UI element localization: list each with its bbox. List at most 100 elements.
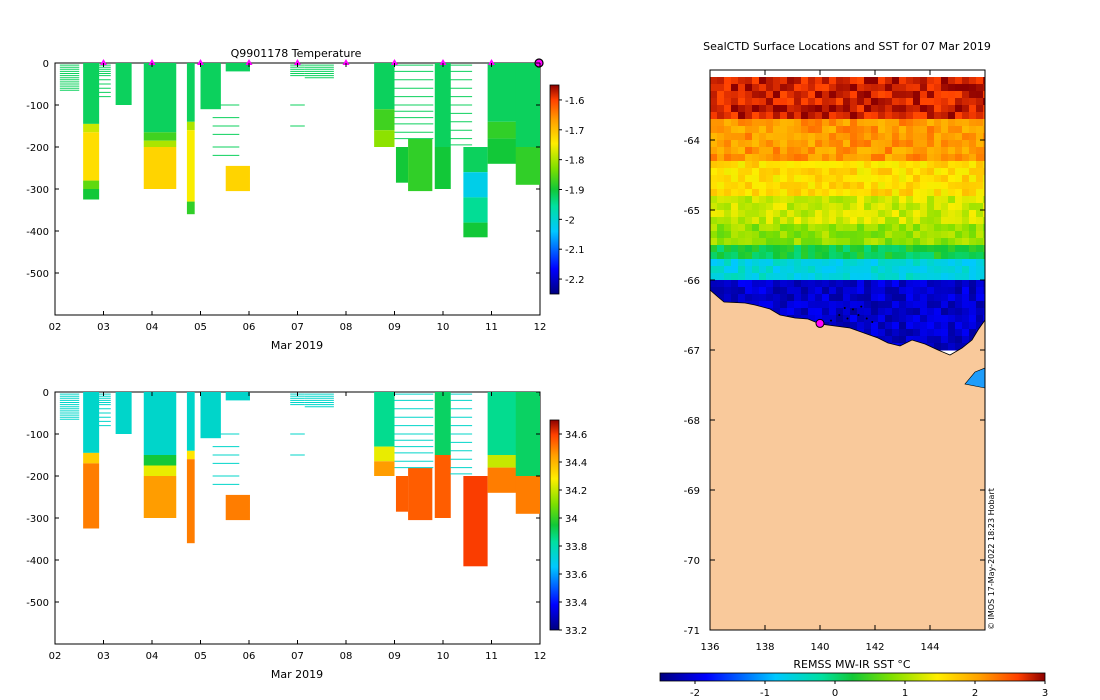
sst-cell — [794, 91, 802, 99]
sst-cell — [864, 112, 872, 120]
sst-cell — [878, 126, 886, 134]
sst-cell — [717, 189, 725, 197]
sst-cell — [710, 196, 718, 204]
sst-cell — [787, 231, 795, 239]
sst-cell — [948, 238, 956, 246]
sst-cell — [871, 301, 879, 309]
sst-cell — [948, 245, 956, 253]
sst-cell — [941, 294, 949, 302]
sst-cell — [752, 175, 760, 183]
sst-cell — [871, 119, 879, 127]
sst-cell — [948, 126, 956, 134]
sst-cell — [780, 217, 788, 225]
sst-cell — [822, 84, 830, 92]
track-dot — [846, 317, 849, 320]
sst-cell — [941, 287, 949, 295]
sst-cell — [948, 77, 956, 85]
sst-cell — [941, 259, 949, 267]
sst-cell — [948, 266, 956, 274]
sst-cell — [871, 98, 879, 106]
track-dot — [843, 307, 846, 309]
sst-cell — [857, 196, 865, 204]
x-tick-label: 11 — [485, 651, 498, 662]
sst-cell — [906, 308, 914, 316]
sst-cell — [976, 231, 984, 239]
sst-cell — [794, 168, 802, 176]
sst-cell — [927, 315, 935, 323]
sst-cell — [878, 168, 886, 176]
sst-cell — [934, 168, 942, 176]
sst-cell — [850, 245, 858, 253]
sst-cell — [815, 133, 823, 141]
sst-cell — [787, 280, 795, 288]
sst-cell — [941, 77, 949, 85]
sst-cell — [885, 266, 893, 274]
sst-cell — [843, 308, 851, 316]
sst-cell — [962, 175, 970, 183]
sst-cell — [787, 154, 795, 162]
sst-cell — [759, 210, 767, 218]
sst-cell — [843, 224, 851, 232]
sst-cell — [885, 273, 893, 281]
sst-cell — [829, 119, 837, 127]
sst-cell — [850, 182, 858, 190]
sst-cell — [927, 217, 935, 225]
sst-cell — [717, 77, 725, 85]
sst-cell — [871, 224, 879, 232]
sst-cell — [871, 189, 879, 197]
sst-cell — [829, 147, 837, 155]
sst-cell — [899, 105, 907, 113]
sst-cell — [710, 210, 718, 218]
sst-cell — [857, 294, 865, 302]
sst-cell — [808, 98, 816, 106]
sst-cell — [822, 196, 830, 204]
sst-cell — [752, 126, 760, 134]
sst-cell — [836, 322, 844, 330]
sst-cell — [815, 112, 823, 120]
sst-cell — [752, 301, 760, 309]
sst-cell — [773, 280, 781, 288]
sst-cell — [906, 133, 914, 141]
sst-cell — [822, 168, 830, 176]
sst-cell — [843, 112, 851, 120]
sst-cell — [794, 294, 802, 302]
map-x-tick-label: 144 — [920, 642, 939, 653]
sst-cell — [885, 154, 893, 162]
sst-cell — [927, 301, 935, 309]
sst-cell — [766, 154, 774, 162]
sst-cell — [871, 84, 879, 92]
sst-cell — [976, 217, 984, 225]
sst-cell — [808, 140, 816, 148]
sst-cell — [913, 182, 921, 190]
sst-cell — [710, 231, 718, 239]
sst-cell — [913, 189, 921, 197]
sst-cell — [871, 273, 879, 281]
sst-cell — [969, 91, 977, 99]
profile-band — [434, 392, 451, 455]
sst-cell — [822, 287, 830, 295]
sst-cell — [717, 140, 725, 148]
sst-cell — [766, 189, 774, 197]
sst-cell — [787, 238, 795, 246]
sst-cell — [962, 105, 970, 113]
sst-cell — [864, 322, 872, 330]
sst-cell — [801, 112, 809, 120]
sst-cell — [948, 196, 956, 204]
sst-cell — [724, 266, 732, 274]
sst-cell — [913, 245, 921, 253]
sst-cell — [752, 224, 760, 232]
sst-cell — [738, 182, 746, 190]
sst-cell — [829, 168, 837, 176]
sst-cell — [780, 196, 788, 204]
sst-cell — [899, 336, 907, 344]
sst-cell — [983, 266, 985, 274]
sst-cell — [899, 203, 907, 211]
sst-cell — [934, 266, 942, 274]
sst-cell — [976, 91, 984, 99]
sst-cell — [906, 154, 914, 162]
sst-cell — [794, 266, 802, 274]
sst-cell — [934, 98, 942, 106]
sst-cell — [745, 154, 753, 162]
sst-cell — [969, 189, 977, 197]
sst-cell — [955, 322, 963, 330]
